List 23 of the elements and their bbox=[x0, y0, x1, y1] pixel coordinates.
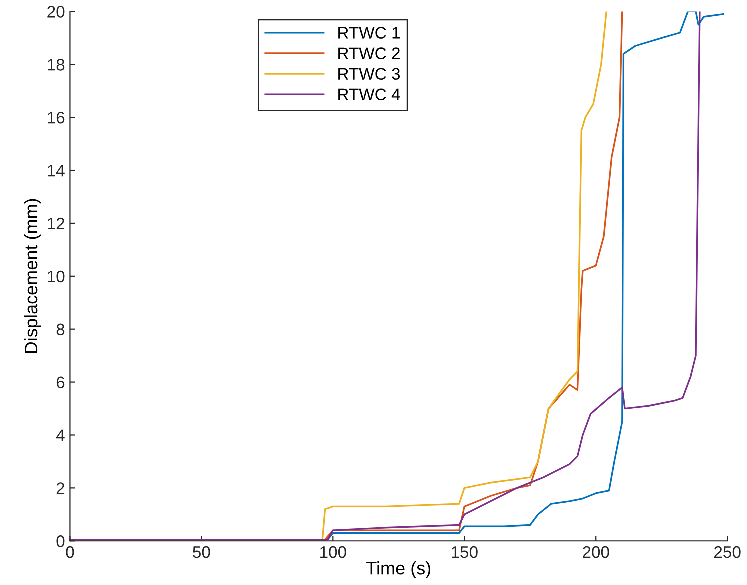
x-axis-title: Time (s) bbox=[366, 562, 431, 578]
x-tick-label: 100 bbox=[320, 546, 346, 558]
x-tick-label: 50 bbox=[193, 546, 210, 558]
y-tick-label: 4 bbox=[56, 430, 65, 442]
y-tick-label: 16 bbox=[48, 112, 65, 124]
legend-label: RTWC 2 bbox=[338, 48, 400, 60]
y-axis-title: Displacement (mm) bbox=[24, 199, 42, 354]
y-tick-label: 0 bbox=[56, 536, 65, 548]
y-tick-label: 8 bbox=[56, 324, 65, 336]
y-tick-label: 14 bbox=[48, 165, 65, 177]
y-tick-label: 10 bbox=[48, 270, 65, 283]
x-tick-label: 200 bbox=[583, 546, 610, 558]
x-tick-label: 150 bbox=[452, 546, 478, 558]
x-tick-label: 0 bbox=[66, 546, 74, 558]
legend-label: RTWC 3 bbox=[338, 68, 400, 80]
legend-label: RTWC 4 bbox=[338, 88, 400, 101]
y-tick-label: 2 bbox=[56, 482, 65, 494]
y-tick-label: 18 bbox=[48, 59, 65, 71]
y-tick-label: 12 bbox=[48, 218, 65, 230]
x-tick-label: 250 bbox=[714, 546, 741, 558]
y-tick-label: 20 bbox=[48, 6, 65, 18]
legend-label: RTWC 1 bbox=[338, 27, 400, 39]
y-tick-label: 6 bbox=[56, 376, 65, 388]
